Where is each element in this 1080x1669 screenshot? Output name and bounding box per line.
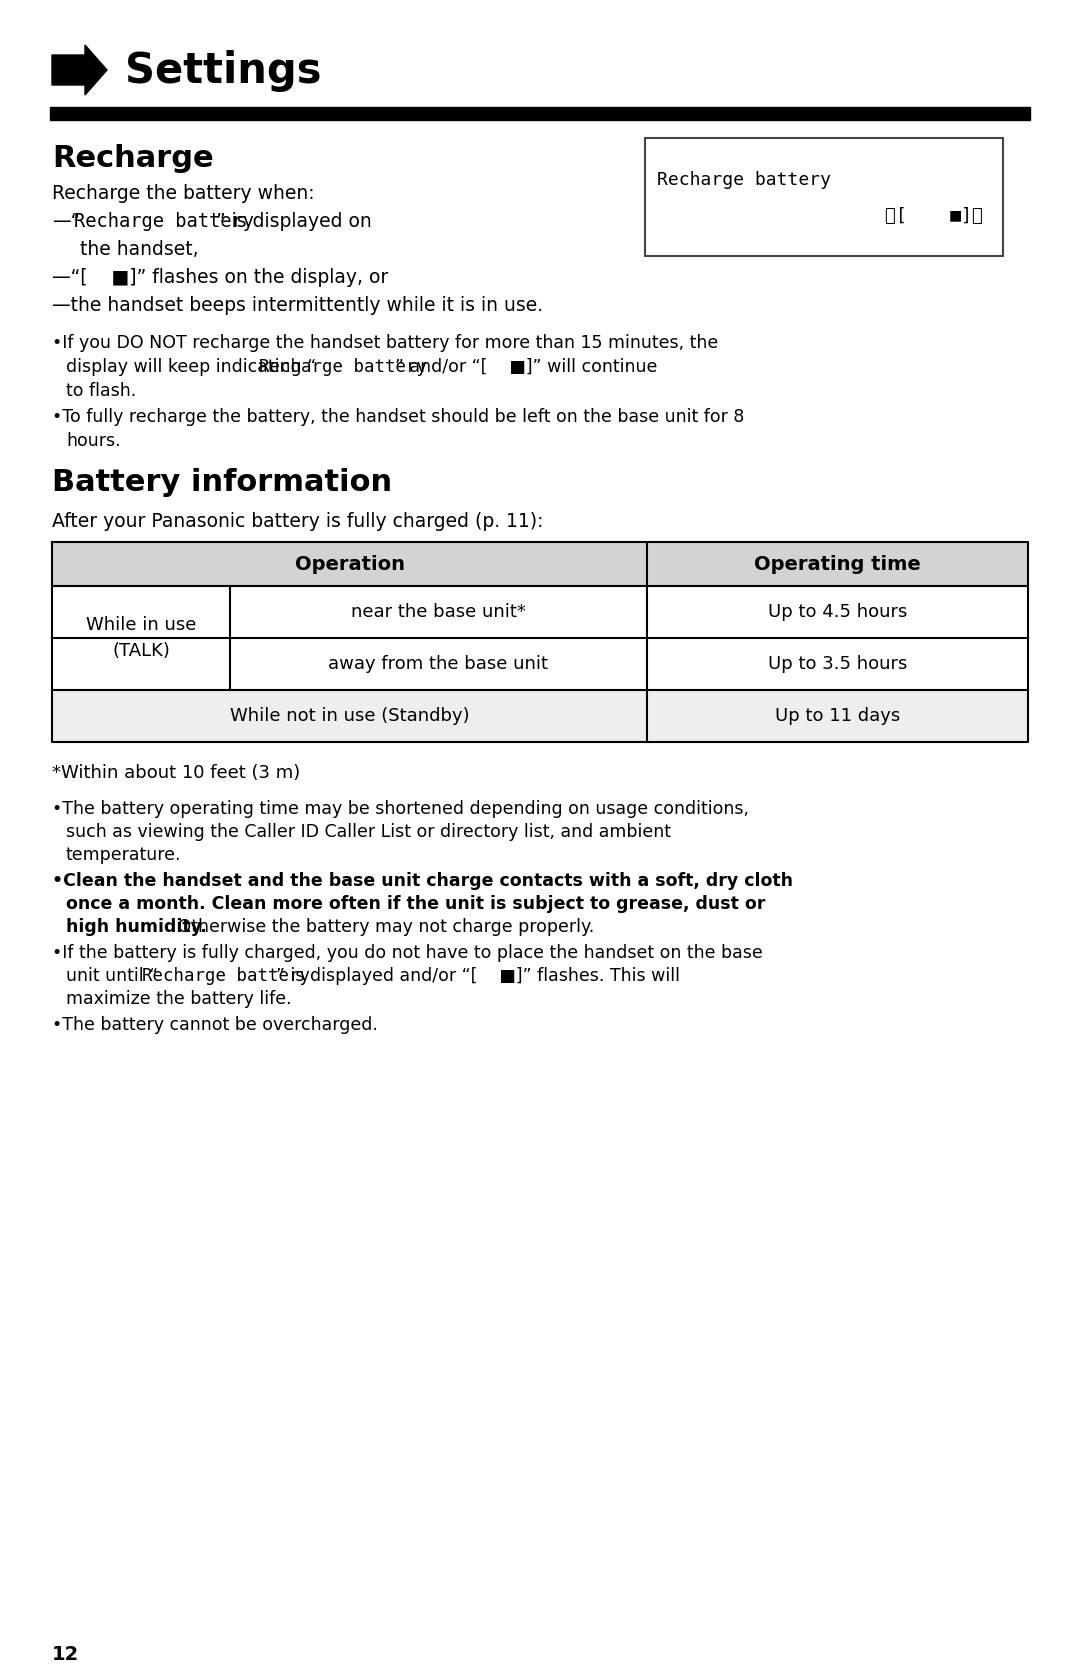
Text: away from the base unit: away from the base unit [328,654,549,673]
Text: ” is displayed on: ” is displayed on [216,212,372,230]
Text: Up to 4.5 hours: Up to 4.5 hours [768,603,907,621]
Text: such as viewing the Caller ID Caller List or directory list, and ambient: such as viewing the Caller ID Caller Lis… [66,823,671,841]
Text: —the handset beeps intermittently while it is in use.: —the handset beeps intermittently while … [52,295,543,315]
Text: hours.: hours. [66,432,121,451]
Text: After your Panasonic battery is fully charged (p. 11):: After your Panasonic battery is fully ch… [52,512,543,531]
Text: ” and/or “[    ■]” will continue: ” and/or “[ ■]” will continue [395,357,658,376]
Text: •Clean the handset and the base unit charge contacts with a soft, dry cloth: •Clean the handset and the base unit cha… [52,871,793,890]
Bar [645,139,1003,255]
Text: •If you DO NOT recharge the handset battery for more than 15 minutes, the: •If you DO NOT recharge the handset batt… [52,334,718,352]
Text: display will keep indicating “: display will keep indicating “ [66,357,316,376]
Polygon shape [52,45,107,95]
Text: —“[    ■]” flashes on the display, or: —“[ ■]” flashes on the display, or [52,269,388,287]
Text: While in use
(TALK): While in use (TALK) [85,616,197,659]
Text: once a month. Clean more often if the unit is subject to grease, dust or: once a month. Clean more often if the un… [66,895,766,913]
Bar [52,689,1028,743]
Bar [52,542,1028,586]
Text: near the base unit*: near the base unit* [351,603,526,621]
Text: —“: —“ [52,212,80,230]
Text: Recharge the battery when:: Recharge the battery when: [52,184,314,204]
Text: While not in use (Standby): While not in use (Standby) [230,708,470,724]
Text: •To fully recharge the battery, the handset should be left on the base unit for : •To fully recharge the battery, the hand… [52,407,744,426]
Text: Recharge battery: Recharge battery [75,212,254,230]
Text: Otherwise the battery may not charge properly.: Otherwise the battery may not charge pro… [172,918,594,936]
Text: Operating time: Operating time [754,554,921,574]
Text: Recharge battery: Recharge battery [259,357,427,376]
Text: Operation: Operation [295,554,405,574]
Text: 12: 12 [52,1646,79,1664]
Bar [50,107,1030,120]
Text: high humidity.: high humidity. [66,918,207,936]
Text: the handset,: the handset, [80,240,199,259]
Text: unit until “: unit until “ [66,966,158,985]
Text: to flash.: to flash. [66,382,136,401]
Text: Recharge battery: Recharge battery [657,170,831,189]
Text: Settings: Settings [125,50,322,92]
Text: •The battery cannot be overcharged.: •The battery cannot be overcharged. [52,1016,378,1035]
Text: •If the battery is fully charged, you do not have to place the handset on the ba: •If the battery is fully charged, you do… [52,945,762,961]
Text: Up to 3.5 hours: Up to 3.5 hours [768,654,907,673]
Text: ʺ[    ■]ʺ: ʺ[ ■]ʺ [886,207,983,225]
Text: ” is displayed and/or “[    ■]” flashes. This will: ” is displayed and/or “[ ■]” flashes. Th… [276,966,680,985]
Text: *Within about 10 feet (3 m): *Within about 10 feet (3 m) [52,764,300,783]
Text: Up to 11 days: Up to 11 days [774,708,900,724]
Text: temperature.: temperature. [66,846,181,865]
Text: Recharge battery: Recharge battery [141,966,310,985]
Text: maximize the battery life.: maximize the battery life. [66,990,292,1008]
Text: •The battery operating time may be shortened depending on usage conditions,: •The battery operating time may be short… [52,799,750,818]
Text: Recharge: Recharge [52,144,214,174]
Text: Battery information: Battery information [52,467,392,497]
